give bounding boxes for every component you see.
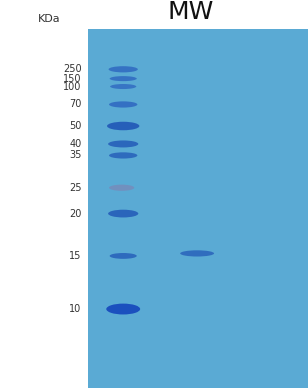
- Ellipse shape: [106, 303, 140, 314]
- Text: 15: 15: [69, 251, 82, 261]
- Text: 50: 50: [69, 121, 82, 131]
- Text: 20: 20: [69, 209, 82, 218]
- FancyBboxPatch shape: [88, 29, 308, 388]
- Text: 100: 100: [63, 81, 82, 92]
- Text: 70: 70: [69, 99, 82, 109]
- Ellipse shape: [107, 122, 140, 130]
- Ellipse shape: [108, 66, 138, 73]
- Text: 10: 10: [69, 304, 82, 314]
- Text: MW: MW: [168, 0, 214, 24]
- Text: 25: 25: [69, 183, 82, 193]
- Text: 40: 40: [69, 139, 82, 149]
- Ellipse shape: [108, 140, 138, 147]
- Text: KDa: KDa: [38, 14, 61, 24]
- Ellipse shape: [109, 101, 137, 107]
- Text: 250: 250: [63, 64, 82, 74]
- Ellipse shape: [110, 84, 136, 89]
- Ellipse shape: [110, 253, 137, 259]
- Text: 35: 35: [69, 151, 82, 160]
- Text: 150: 150: [63, 74, 82, 84]
- Ellipse shape: [109, 152, 137, 159]
- Ellipse shape: [110, 76, 137, 81]
- Ellipse shape: [109, 185, 134, 191]
- Ellipse shape: [108, 210, 138, 217]
- Ellipse shape: [180, 250, 214, 256]
